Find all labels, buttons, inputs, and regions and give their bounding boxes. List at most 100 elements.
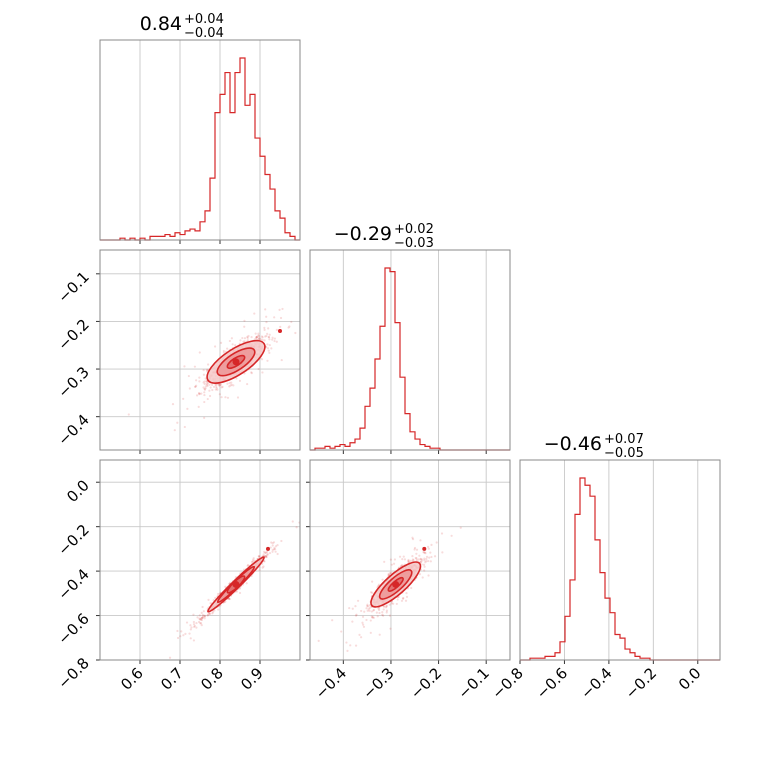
scatter-point [413,548,416,551]
scatter-point [257,336,261,339]
scatter-point [387,573,390,576]
scatter-point [226,396,230,399]
scatter-point [417,558,420,561]
scatter-point [271,338,274,341]
scatter-point [253,312,256,315]
scatter-point [243,340,246,343]
scatter-point [411,555,414,558]
scatter-point [415,557,418,560]
scatter-point [268,333,271,336]
scatter-point [205,380,208,383]
scatter-point [197,405,200,409]
scatter-point [268,351,271,354]
scatter-point [270,541,273,544]
scatter-point [242,340,245,343]
scatter-point [211,611,215,614]
scatter-point [290,320,293,324]
scatter-point [252,558,255,561]
scatter-point [195,379,198,382]
scatter-point [243,319,246,322]
scatter-point [450,534,453,537]
scatter-point [251,560,254,563]
scatter-point [246,382,249,386]
outlier-point [266,546,270,551]
scatter-point [385,604,388,607]
scatter-point [222,351,226,354]
scatter-point [176,421,179,424]
scatter-point [188,387,191,390]
scatter-point [203,387,206,391]
scatter-point [261,338,264,341]
scatter-point [354,605,357,608]
scatter-point [388,603,391,606]
scatter-point [419,557,422,560]
x-tick-label: −0.2 [407,664,445,702]
scatter-point [265,555,268,559]
scatter-point [441,551,444,554]
scatter-point [360,636,363,639]
scatter-point [202,386,205,389]
scatter-point [255,336,258,339]
scatter-point [381,613,384,616]
scatter-point [287,326,290,329]
scatter-point [255,335,259,338]
scatter-point [279,316,283,320]
scatter-point [403,558,407,561]
scatter-point [194,385,197,388]
scatter-point [365,607,368,610]
y-tick-label: −0.2 [54,316,92,354]
scatter-point [377,583,381,586]
scatter-point [427,547,430,550]
x-tick-label: 0.8 [197,664,227,694]
x-tick-label: 0.6 [117,664,147,694]
scatter-point [195,621,198,625]
scatter-point [200,618,204,622]
y-tick-label: −0.8 [54,654,92,692]
scatter-point [206,383,209,386]
scatter-point [409,559,412,562]
scatter-point [254,337,257,340]
scatter-point [208,389,211,392]
scatter-point [271,336,274,339]
outlier-point [278,328,282,333]
scatter-point [258,569,261,572]
scatter-point [331,619,334,622]
scatter-point [266,553,269,557]
scatter-point [280,539,283,543]
scatter-point [179,635,182,638]
scatter-point [265,315,268,318]
scatter-point [201,605,204,609]
scatter-point [301,525,303,527]
scatter-point [372,608,376,612]
scatter-point [195,626,198,629]
scatter-point [206,382,210,385]
scatter-point [182,397,185,400]
scatter-point [368,606,371,610]
scatter-point [274,550,277,553]
scatter-point [372,609,375,612]
scatter-point [340,630,343,633]
scatter-point [208,612,211,615]
scatter-point [171,403,175,406]
scatter-point [319,336,321,338]
scatter-point [265,334,268,338]
scatter-point [411,538,415,541]
scatter-point [367,605,370,608]
scatter-point [203,416,206,420]
scatter-point [209,602,212,605]
scatter-point [198,376,201,379]
scatter-point [261,566,264,569]
scatter-point [415,559,418,562]
scatter-point [216,388,219,391]
x-tick-label: 0.0 [675,664,705,694]
scatter-point [257,367,260,371]
scatter-point [198,351,201,354]
scatter-point [423,565,426,568]
scatter-point [393,558,396,561]
scatter-point [262,553,265,556]
scatter-point [192,623,196,626]
scatter-point [266,343,269,346]
scatter-point [367,608,370,611]
scatter-point [176,636,180,640]
scatter-point [219,383,222,386]
